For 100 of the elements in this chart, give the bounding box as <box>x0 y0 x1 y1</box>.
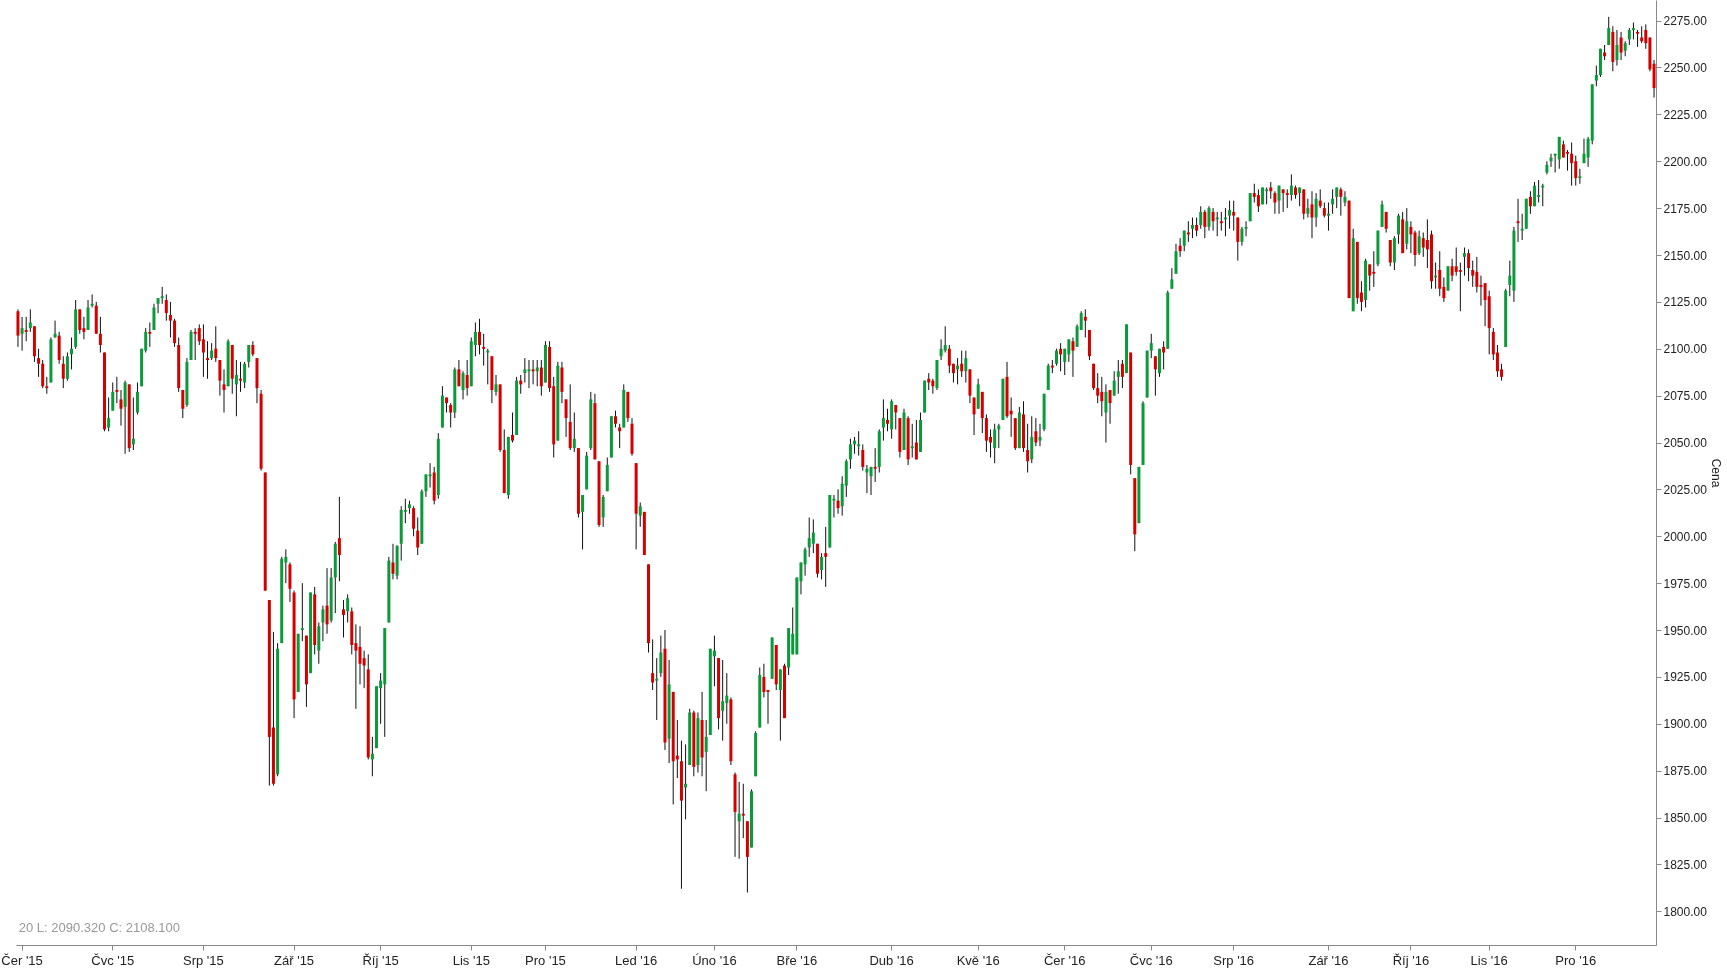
candlestick <box>1372 250 1376 288</box>
y-tick-label: 2250.00 <box>1663 61 1708 75</box>
candlestick <box>424 473 428 498</box>
x-tick-label: Dub '16 <box>869 952 914 968</box>
candlestick <box>428 462 432 488</box>
y-tick-label: 2025.00 <box>1663 482 1708 497</box>
candlestick <box>346 593 350 623</box>
candlestick <box>1594 65 1598 87</box>
candlestick <box>90 293 94 308</box>
candlestick <box>1104 383 1108 443</box>
candlestick <box>214 325 218 363</box>
candlestick <box>181 389 185 419</box>
candlestick <box>78 308 82 335</box>
candlestick <box>539 359 543 397</box>
candlestick <box>1310 190 1314 239</box>
candlestick <box>1343 190 1347 207</box>
candlestick <box>1570 142 1574 187</box>
y-tick-label: 2225.00 <box>1663 107 1708 122</box>
candlestick <box>1207 205 1211 232</box>
candlestick <box>1120 359 1124 389</box>
candlestick <box>1026 423 1030 473</box>
candlestick <box>861 443 865 472</box>
y-tick-label: 2050.00 <box>1663 436 1708 450</box>
candlestick <box>651 638 655 691</box>
candlestick <box>811 518 815 554</box>
candlestick <box>836 488 840 515</box>
candlestick <box>1203 209 1207 239</box>
candlestick <box>222 368 226 413</box>
candlestick <box>107 397 111 432</box>
candlestick <box>86 299 90 331</box>
y-tick-label: 2175.00 <box>1663 201 1708 216</box>
candlestick <box>494 374 498 397</box>
x-tick-label: Úno '16 <box>692 952 737 968</box>
candlestick <box>762 663 766 698</box>
candlestick <box>1256 188 1260 213</box>
candlestick <box>156 297 160 314</box>
candlestick <box>300 582 304 642</box>
candlestick <box>1038 423 1042 447</box>
candlestick <box>778 668 782 742</box>
candlestick <box>803 547 807 577</box>
candlestick <box>342 599 346 638</box>
candlestick <box>148 322 152 348</box>
candlestick <box>1116 359 1120 395</box>
y-tick-label: 1950.00 <box>1663 623 1708 638</box>
candlestick <box>1190 217 1194 239</box>
y-tick-label: 2275.00 <box>1663 14 1708 29</box>
candlestick <box>362 650 366 689</box>
candlestick <box>61 355 65 389</box>
candlestick <box>824 526 828 588</box>
candlestick <box>659 635 663 678</box>
candlestick <box>111 382 115 412</box>
candlestick <box>1153 355 1157 397</box>
y-tick-label: 2000.00 <box>1663 529 1708 544</box>
candlestick <box>1108 389 1112 425</box>
candlestick <box>1438 250 1442 297</box>
candlestick <box>766 689 770 725</box>
candlestick <box>1388 239 1392 267</box>
y-tick-label: 2150.00 <box>1663 248 1708 263</box>
candlestick <box>135 382 139 415</box>
candlestick <box>725 672 729 725</box>
candlestick <box>1520 213 1524 241</box>
candlestick <box>321 605 325 642</box>
candlestick <box>1380 200 1384 228</box>
candlestick <box>1030 415 1034 464</box>
candlestick <box>1240 226 1244 247</box>
candlestick <box>1306 198 1310 218</box>
candlestick <box>1434 262 1438 290</box>
x-tick-label: Bře '16 <box>776 952 818 968</box>
candlestick <box>1211 207 1215 232</box>
candlestick <box>914 419 918 460</box>
candlestick <box>20 316 24 352</box>
candlestick <box>1475 256 1479 293</box>
candlestick <box>1244 220 1248 237</box>
x-tick-label: Čer '16 <box>1043 952 1086 968</box>
candlestick <box>482 333 486 367</box>
candlestick <box>1458 262 1462 312</box>
candlestick <box>1479 275 1483 307</box>
candlestick <box>1228 200 1232 230</box>
candlestick <box>638 502 642 528</box>
candlestick <box>947 344 951 374</box>
candlestick <box>243 361 247 389</box>
candlestick <box>1199 205 1203 230</box>
candlestick <box>1454 247 1458 277</box>
candlestick <box>1034 417 1038 447</box>
candlestick <box>564 398 568 438</box>
candlestick <box>1219 211 1223 232</box>
candlestick <box>939 338 943 361</box>
candlestick <box>1471 260 1475 288</box>
candlestick <box>848 438 852 470</box>
candlestick <box>601 494 605 528</box>
candlestick <box>1533 181 1537 207</box>
candlestick <box>737 781 741 860</box>
candlestick <box>65 352 69 382</box>
candlestick <box>1409 220 1413 254</box>
y-tick-label: 1850.00 <box>1663 811 1708 825</box>
x-tick-label: Čer '15 <box>1 952 43 968</box>
x-tick-label: Pro '16 <box>1555 952 1597 968</box>
x-tick-label: Led '16 <box>615 952 658 968</box>
y-tick-label: 1925.00 <box>1663 670 1708 685</box>
candlestick <box>53 320 57 338</box>
